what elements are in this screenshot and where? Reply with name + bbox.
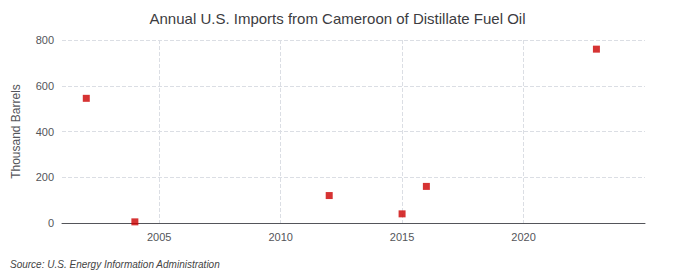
- svg-text:2020: 2020: [511, 231, 535, 243]
- svg-text:400: 400: [36, 126, 54, 138]
- svg-text:0: 0: [48, 217, 54, 229]
- svg-text:Annual U.S. Imports from Camer: Annual U.S. Imports from Cameroon of Dis…: [150, 10, 526, 27]
- svg-text:Source: U.S. Energy Informatio: Source: U.S. Energy Information Administ…: [10, 259, 220, 270]
- svg-text:Thousand Barrels: Thousand Barrels: [9, 84, 23, 179]
- svg-text:2010: 2010: [268, 231, 292, 243]
- svg-text:2015: 2015: [390, 231, 414, 243]
- svg-text:800: 800: [36, 34, 54, 46]
- svg-text:2005: 2005: [147, 231, 171, 243]
- svg-text:600: 600: [36, 80, 54, 92]
- svg-text:200: 200: [36, 171, 54, 183]
